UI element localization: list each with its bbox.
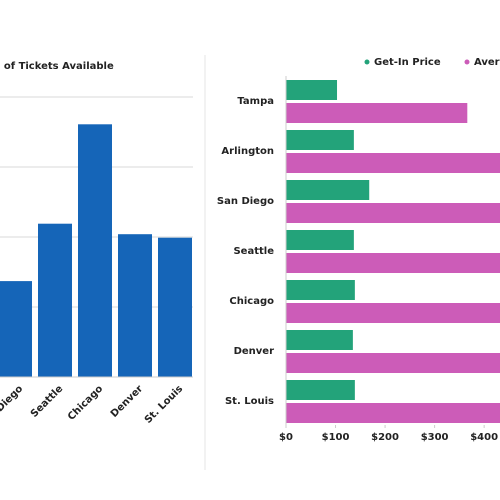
bar (286, 303, 500, 323)
bar (286, 203, 500, 223)
y-tick-label: San Diego (217, 196, 274, 207)
bar (286, 280, 355, 300)
x-tick-label: Seattle (29, 383, 66, 420)
y-tick-label: Chicago (229, 296, 274, 307)
bar (118, 234, 152, 377)
legend-label: Average Price (474, 57, 500, 68)
x-tick-label: St. Louis (143, 383, 185, 425)
y-tick-label: Tampa (237, 96, 274, 107)
bar (286, 80, 338, 100)
x-tick-label: $200 (371, 432, 399, 443)
bar (0, 281, 32, 377)
y-tick-label: Arlington (221, 146, 274, 157)
bar (286, 103, 468, 123)
bar (286, 353, 500, 373)
x-tick-label: Chicago (66, 383, 105, 422)
legend-marker (364, 59, 370, 65)
y-tick-label: St. Louis (225, 396, 274, 407)
bar (286, 330, 353, 350)
bar (286, 403, 500, 423)
x-tick-label: $300 (421, 432, 449, 443)
y-tick-label: Seattle (233, 246, 274, 257)
x-tick-label: Denver (109, 383, 145, 419)
x-tick-label: $100 (322, 432, 350, 443)
legend-label: Get-In Price (374, 57, 441, 68)
bar (78, 124, 112, 377)
bar (158, 237, 192, 377)
bar (286, 253, 500, 273)
legend-marker (464, 59, 470, 65)
bar (286, 130, 354, 150)
y-tick-label: Denver (234, 346, 275, 357)
chart-title: # of Tickets Available (0, 61, 114, 72)
bar (286, 230, 354, 250)
bar (286, 180, 370, 200)
x-tick-label: $400 (470, 432, 498, 443)
bar (286, 153, 500, 173)
bar (286, 380, 355, 400)
bar (38, 223, 72, 377)
plot (286, 80, 500, 423)
x-tick-label: San Diego (0, 383, 25, 431)
x-tick-label: $0 (279, 432, 293, 443)
